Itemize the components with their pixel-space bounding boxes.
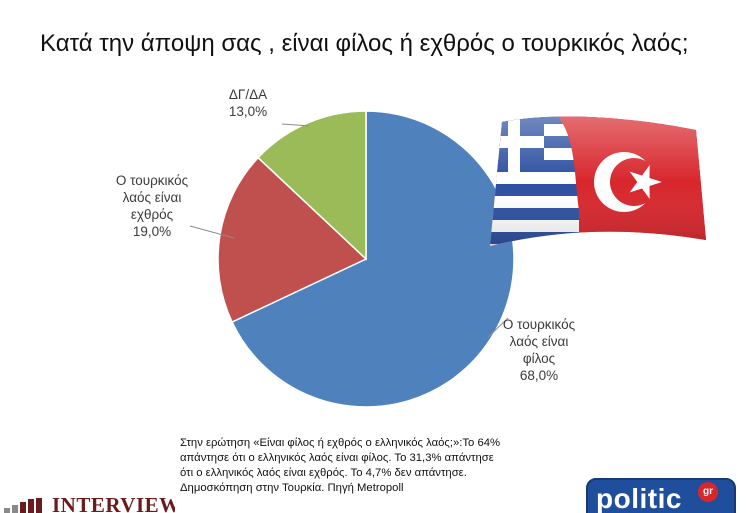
bar-chart-icon xyxy=(4,498,42,513)
politic-logo-gr: gr xyxy=(698,482,718,502)
interview-logo-text: INTERVIEW xyxy=(52,493,175,513)
chart-title: Κατά την άποψη σας , είναι φίλος ή εχθρό… xyxy=(40,30,689,57)
leader-lines xyxy=(189,123,509,338)
slice-label-enemy-line-2: λαός είναι xyxy=(122,190,182,205)
footnote-line-3: ότι ο ελληνικός λαός είναι εχθρός. Το 4,… xyxy=(180,467,467,479)
leader-line-dont-know xyxy=(281,123,309,127)
slice-label-friend-line-3: φίλος xyxy=(522,351,556,366)
slice-label-friend-line-1: Ο τουρκικός xyxy=(502,317,576,332)
slice-label-enemy-line-3: εχθρός xyxy=(130,207,174,222)
footnote: Στην ερώτηση «Είναι φίλος ή εχθρός ο ελλ… xyxy=(180,436,570,496)
footnote-line-2: απάντησε ότι ο ελληνικός λαός είναι φίλο… xyxy=(180,452,494,464)
pie-slice-enemy xyxy=(217,156,368,324)
slice-value-dont-know: 13,0% xyxy=(228,104,268,119)
leader-line-friend xyxy=(488,317,509,338)
footnote-line-4: Δημοσκόπηση στην Τουρκία. Πηγή Metropoll xyxy=(180,482,404,494)
slice-value-enemy: 19,0% xyxy=(132,224,172,239)
slice-label-friend: Ο τουρκικός λαός είναι φίλος 68,0% xyxy=(474,316,604,384)
pie-slice-dont-know xyxy=(257,110,367,261)
slice-label-enemy-line-1: Ο τουρκικός xyxy=(115,173,189,188)
slice-value-friend: 68,0% xyxy=(519,368,559,383)
politic-logo-text: politic xyxy=(596,483,682,513)
slice-label-dont-know: ΔΓ/ΔΑ 13,0% xyxy=(208,86,288,120)
pie-slice-friend xyxy=(231,110,515,408)
leader-line-enemy xyxy=(189,225,235,239)
interview-logo: INTERVIEW xyxy=(0,492,175,513)
greek-turkish-flag-image xyxy=(484,112,710,252)
slice-label-dont-know-line: ΔΓ/ΔΑ xyxy=(228,87,268,102)
pie-slices xyxy=(217,110,515,408)
slice-label-enemy: Ο τουρκικός λαός είναι εχθρός 19,0% xyxy=(92,172,212,240)
footnote-line-1: Στην ερώτηση «Είναι φίλος ή εχθρός ο ελλ… xyxy=(180,437,501,449)
slice-label-friend-line-2: λαός είναι xyxy=(509,334,569,349)
politic-logo: politic gr xyxy=(586,478,736,513)
